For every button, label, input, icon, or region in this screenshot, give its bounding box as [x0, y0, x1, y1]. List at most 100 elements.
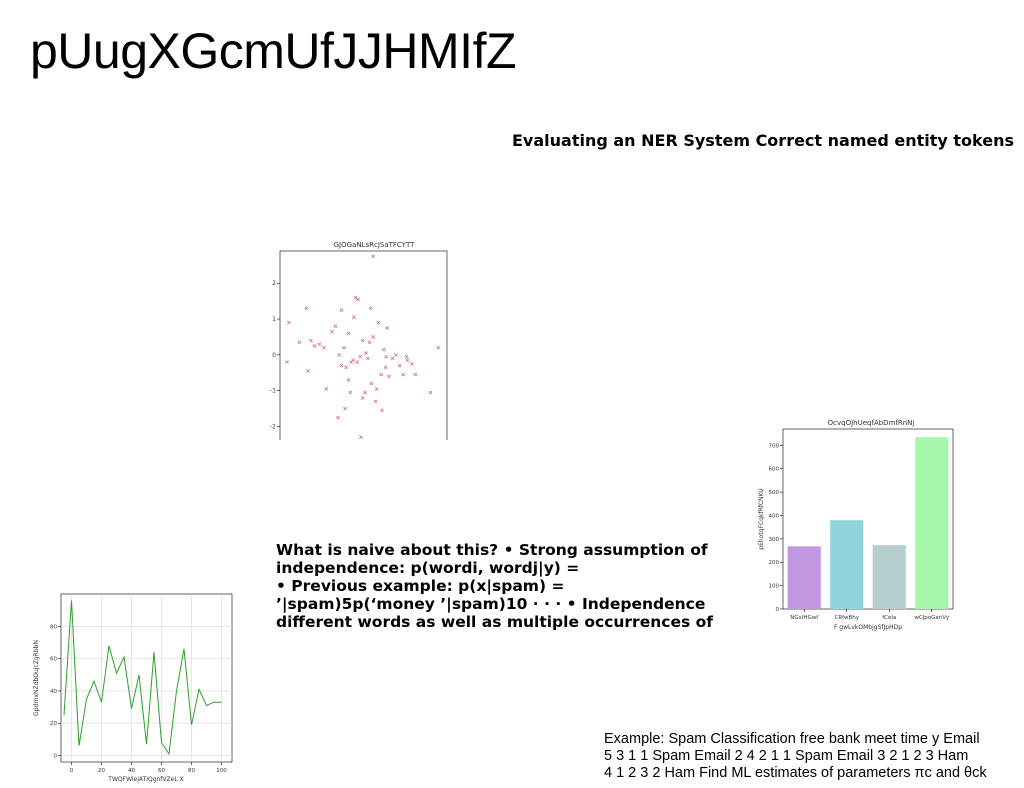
scatter-point [373, 399, 378, 404]
scatter-point-stroke [306, 369, 310, 373]
scatter-point-stroke [359, 435, 363, 440]
scatter-point-stroke [324, 387, 329, 391]
bar [787, 546, 821, 609]
line-chart-frame [60, 593, 233, 763]
line-chart-ylabel: GpdrnxNZdbOujcZgRbbN [33, 640, 40, 716]
scatter-point-stroke [346, 331, 351, 336]
scatter-point-stroke [346, 378, 351, 382]
bar-chart-frame [782, 428, 954, 610]
scatter-point [405, 358, 410, 363]
scatter-point [380, 408, 384, 413]
scatter-point [360, 338, 365, 343]
scatter-point [324, 387, 329, 391]
y-tick-label: 700 [769, 443, 780, 449]
scatter-point-stroke [336, 415, 340, 420]
scatter-point-stroke [369, 381, 374, 386]
y-tick-label: 0 [54, 754, 58, 760]
scatter-point [409, 361, 414, 366]
scatter-point-stroke [351, 358, 355, 363]
line-chart-axes: 0 20 40 60 80 100 0 20 40 60 80 [50, 594, 232, 774]
scatter-point [428, 390, 433, 395]
y-tick-label: 1 [272, 316, 276, 323]
scatter-point-stroke [343, 406, 347, 411]
x-tick-label: CRfwBhy [834, 615, 859, 621]
scatter-point-stroke [322, 345, 326, 350]
scatter-point [339, 363, 344, 368]
scatter-point-stroke [390, 356, 395, 361]
scatter-point [339, 308, 344, 312]
scatter-point-stroke [360, 338, 365, 343]
scatter-point [371, 254, 376, 259]
x-tick-label: 40 [128, 768, 135, 774]
scatter-point-stroke [351, 315, 356, 320]
scatter-point [376, 320, 381, 325]
y-tick-label: 0 [776, 607, 780, 613]
line-chart-xlabel: TWQFWiejATIQgnfVZeL X [107, 776, 183, 783]
scatter-point-stroke [364, 351, 368, 355]
scatter-point [381, 347, 386, 352]
body-line: independence: p(wordi, wordj|y) = [276, 559, 580, 577]
scatter-point-stroke [367, 340, 372, 345]
scatter-point [364, 351, 368, 355]
x-tick-label: 20 [98, 768, 105, 774]
scatter-point-stroke [379, 372, 384, 377]
scatter-point [384, 354, 389, 359]
bar [915, 437, 949, 609]
scatter-point-stroke [358, 354, 363, 359]
scatter-point-stroke [394, 353, 398, 357]
scatter-point [337, 353, 341, 357]
y-tick-label: 300 [769, 537, 780, 543]
example-text: Example: Spam Classification free bank m… [604, 731, 987, 782]
scatter-point [322, 345, 326, 350]
scatter-point [348, 390, 353, 395]
scatter-point-stroke [360, 396, 365, 400]
bar [830, 520, 864, 609]
scatter-point-stroke [355, 360, 360, 364]
scatter-point [342, 345, 346, 350]
scatter-point [358, 354, 363, 359]
scatter-point [394, 353, 398, 357]
scatter-point-stroke [397, 363, 402, 368]
bar [872, 545, 906, 609]
scatter-point-stroke [413, 372, 418, 377]
scatter-point [404, 354, 409, 359]
scatter-point-stroke [333, 324, 338, 329]
x-tick-label: 60 [158, 768, 165, 774]
y-tick-label: 40 [50, 689, 57, 695]
scatter-point [363, 390, 367, 395]
scatter-point [330, 329, 334, 334]
x-tick-label: NGxlHGwf [790, 615, 819, 621]
scatter-point-stroke [337, 353, 341, 357]
y-tick-label: 200 [769, 560, 780, 566]
scatter-point-stroke [376, 320, 381, 325]
y-tick-label: −2 [270, 424, 276, 431]
scatter-point-stroke [353, 295, 358, 300]
scatter-point [309, 338, 313, 343]
scatter-point [387, 374, 391, 379]
scatter-point [355, 360, 360, 364]
scatter-point-stroke [387, 374, 391, 379]
body-line: • Previous example: p(x|spam) = [276, 577, 565, 595]
scatter-point-stroke [384, 354, 389, 359]
example-line: Example: Spam Classification free bank m… [604, 731, 980, 747]
scatter-point [343, 406, 347, 411]
scatter-point-stroke [339, 363, 344, 368]
scatter-point [371, 335, 376, 339]
scatter-point [351, 315, 356, 320]
scatter-point [285, 360, 289, 364]
scatter-chart-frame [279, 250, 448, 440]
x-tick-label: 100 [216, 768, 227, 774]
scatter-point [356, 297, 360, 302]
scatter-point [383, 365, 388, 370]
scatter-point [306, 369, 310, 373]
scatter-point-stroke [428, 390, 433, 395]
scatter-point [436, 345, 441, 350]
x-tick-label: 80 [188, 768, 195, 774]
line-chart-series [63, 600, 222, 756]
scatter-point [346, 378, 351, 382]
scatter-point [353, 295, 358, 300]
scatter-point [374, 387, 379, 391]
scatter-point [367, 340, 372, 345]
scatter-point-stroke [356, 297, 360, 302]
line-chart: 0 20 40 60 80 100 0 20 40 60 80 TWQFWiejATIQgnfVZe… [33, 593, 233, 783]
